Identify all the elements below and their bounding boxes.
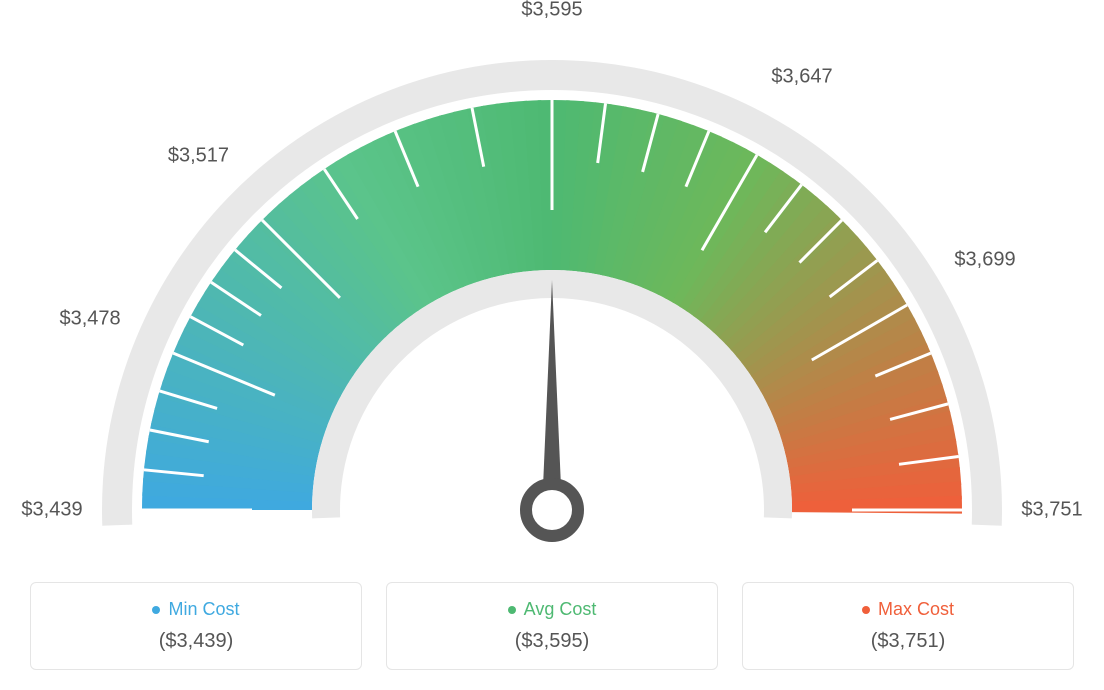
- gauge-tick-label: $3,751: [1021, 499, 1082, 522]
- avg-dot-icon: [508, 606, 516, 614]
- gauge-tick-label: $3,517: [168, 145, 229, 168]
- min-cost-card: Min Cost ($3,439): [30, 582, 362, 670]
- avg-label-text: Avg Cost: [524, 599, 597, 620]
- gauge-tick-label: $3,699: [954, 249, 1015, 272]
- min-dot-icon: [152, 606, 160, 614]
- min-label-text: Min Cost: [168, 599, 239, 620]
- avg-cost-value: ($3,595): [407, 630, 697, 653]
- max-cost-card: Max Cost ($3,751): [742, 582, 1074, 670]
- cost-gauge-widget: $3,439 $3,478 $3,517 $3,595 $3,647 $3,699 $3,7…: [0, 0, 1104, 690]
- max-dot-icon: [862, 606, 870, 614]
- min-cost-label: Min Cost: [51, 599, 341, 620]
- gauge-tick-label: $3,595: [521, 0, 582, 22]
- summary-cards: Min Cost ($3,439) Avg Cost ($3,595) Max …: [30, 582, 1074, 670]
- gauge-tick-label: $3,478: [59, 307, 120, 330]
- max-cost-label: Max Cost: [763, 599, 1053, 620]
- gauge-tick-label: $3,647: [771, 65, 832, 88]
- min-cost-value: ($3,439): [51, 630, 341, 653]
- gauge-tick-label: $3,439: [21, 499, 82, 522]
- avg-cost-label: Avg Cost: [407, 599, 697, 620]
- max-cost-value: ($3,751): [763, 630, 1053, 653]
- avg-cost-card: Avg Cost ($3,595): [386, 582, 718, 670]
- max-label-text: Max Cost: [878, 599, 954, 620]
- gauge-chart: $3,439 $3,478 $3,517 $3,595 $3,647 $3,699 $3,7…: [0, 0, 1104, 560]
